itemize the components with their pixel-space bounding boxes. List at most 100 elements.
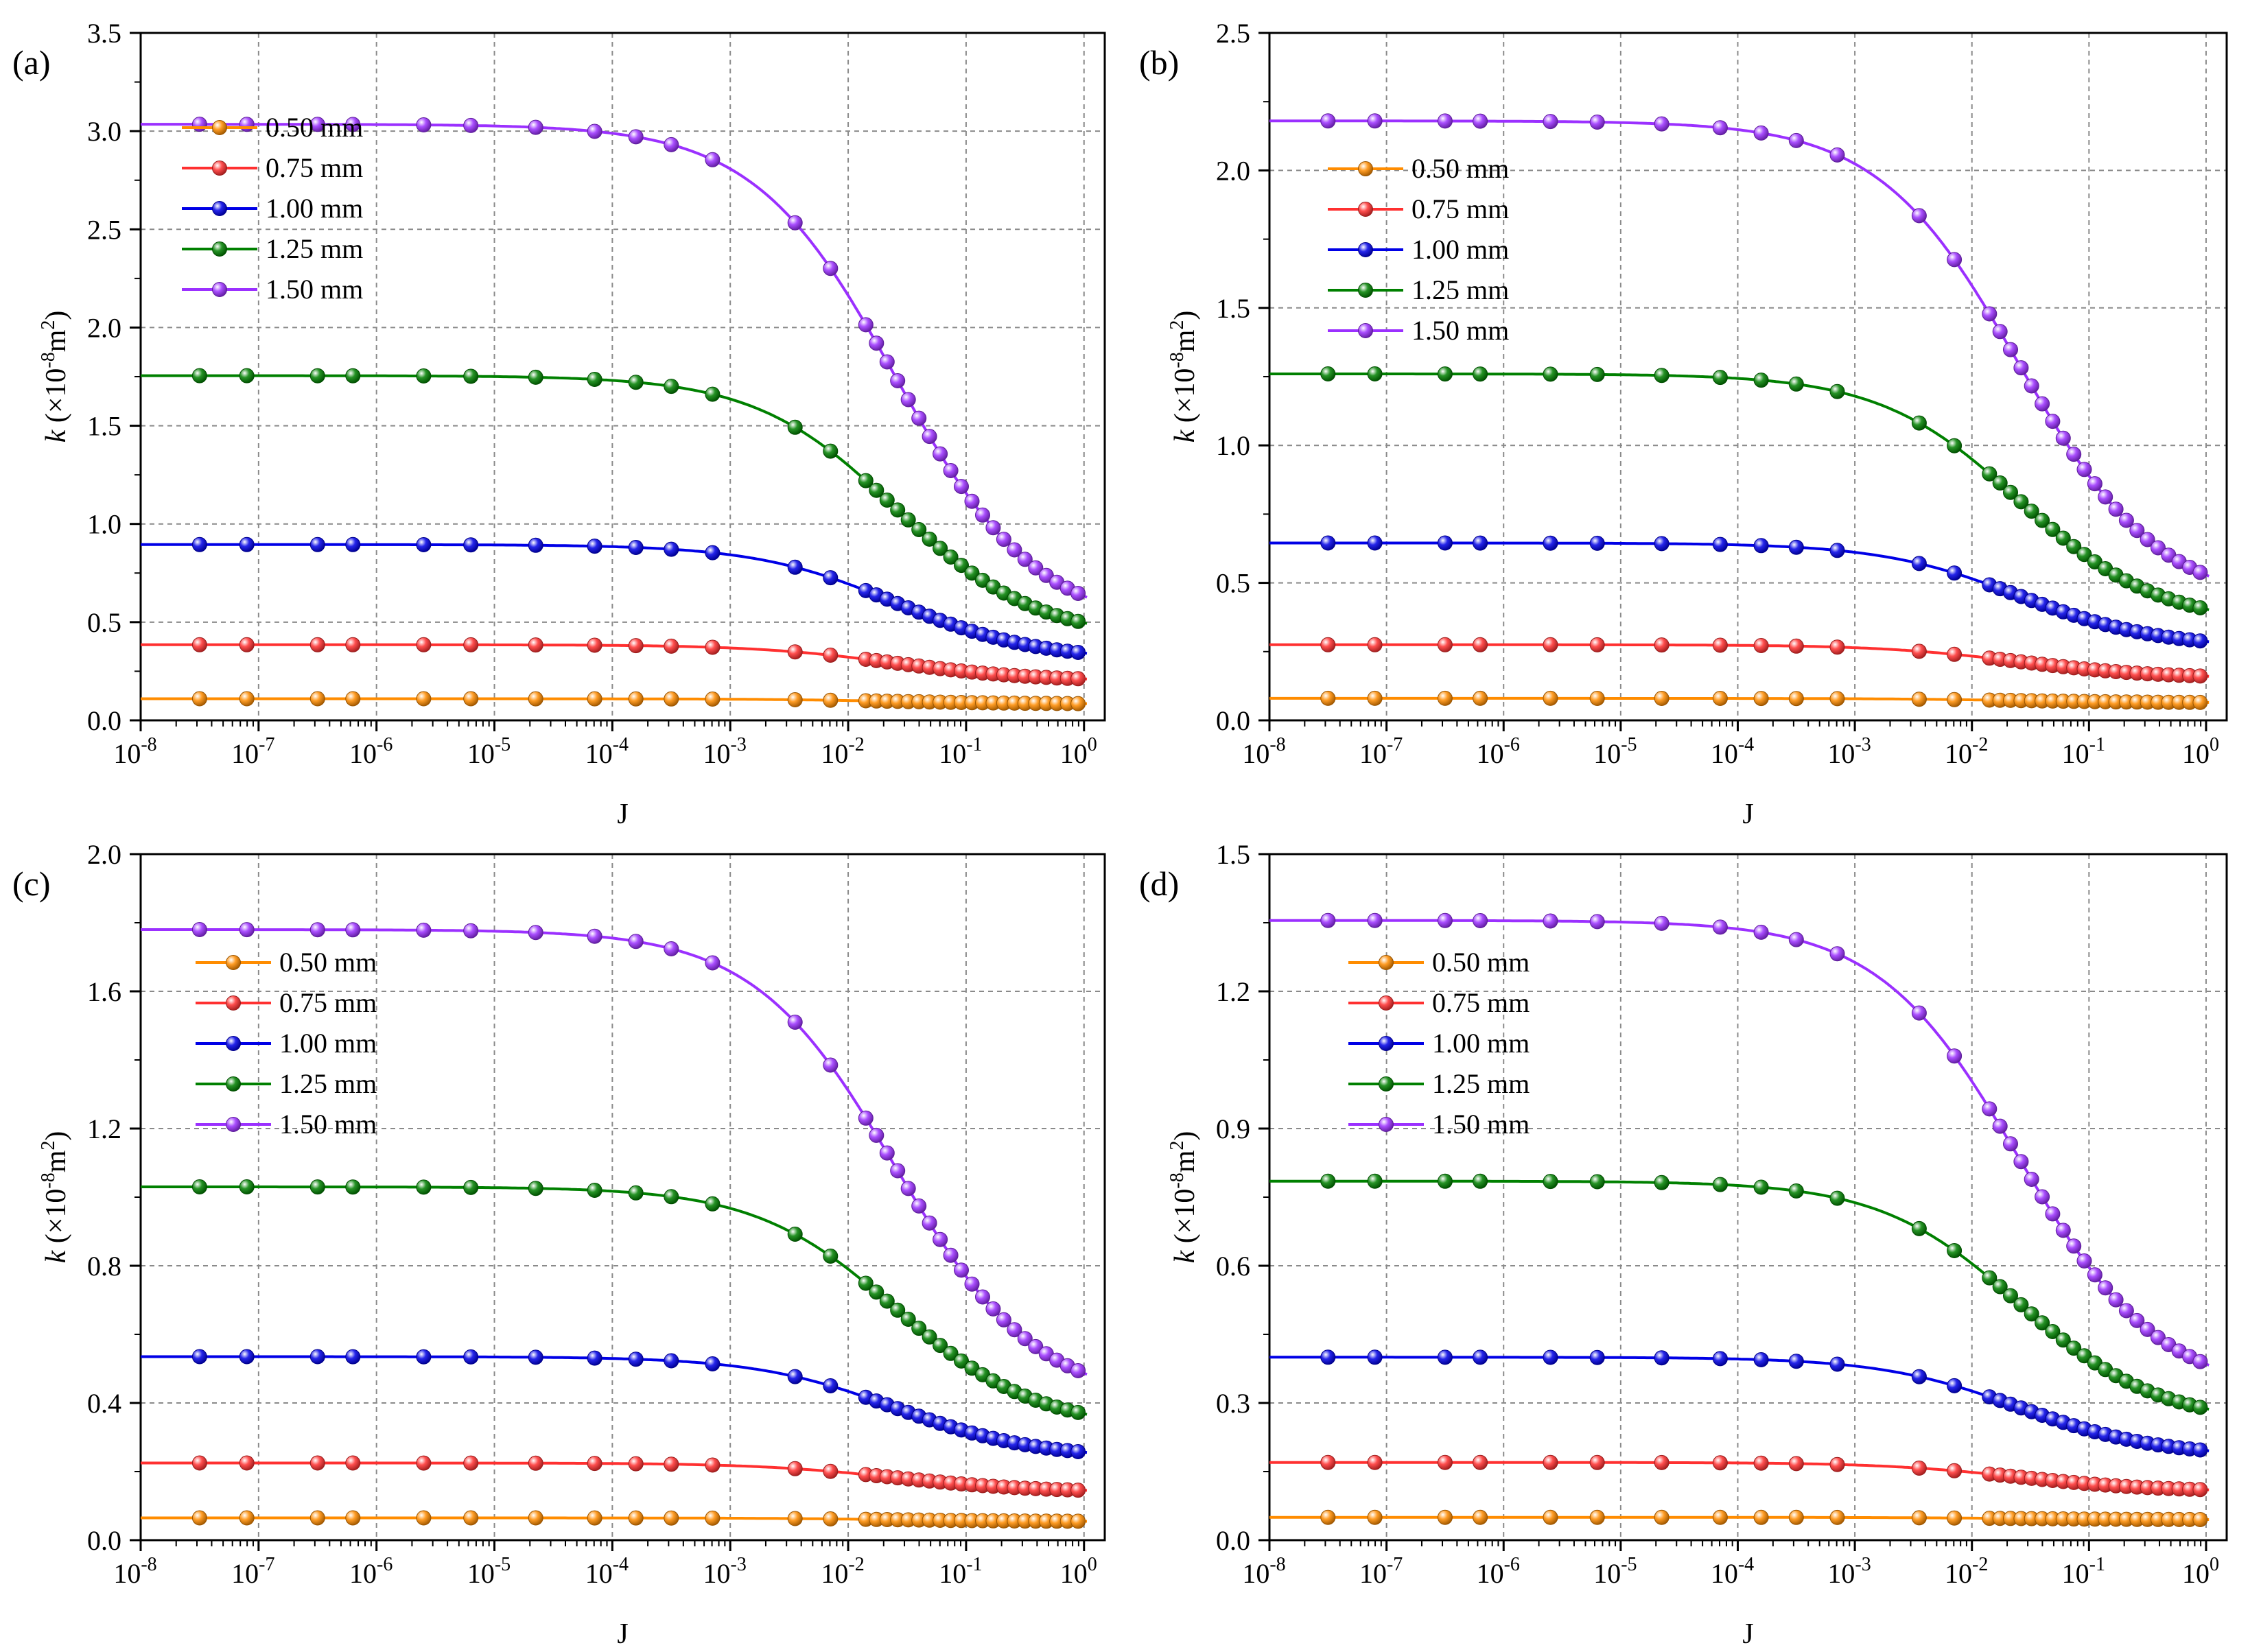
data-point	[2140, 532, 2155, 547]
legend-marker	[226, 955, 241, 970]
data-point	[191, 1179, 207, 1194]
x-tick-label: 10-4	[585, 734, 629, 769]
data-point	[1911, 644, 1927, 659]
data-point	[2055, 530, 2071, 546]
y-tick-label: 1.5	[1216, 293, 1250, 324]
data-point	[975, 507, 990, 523]
data-point	[1028, 1338, 1044, 1354]
data-point	[1712, 1509, 1728, 1525]
data-point	[2045, 1206, 2061, 1222]
data-point	[1589, 535, 1605, 551]
data-point	[1543, 535, 1558, 551]
data-point	[933, 541, 948, 556]
data-point	[823, 570, 839, 586]
data-point	[787, 1461, 803, 1476]
x-tick-label: 10-3	[703, 734, 747, 769]
data-point	[879, 354, 895, 370]
data-point	[2098, 489, 2113, 505]
data-point	[1473, 913, 1488, 928]
legend-marker	[1358, 161, 1373, 176]
data-point	[1007, 1322, 1022, 1338]
data-point	[1543, 1454, 1558, 1470]
data-point	[1038, 567, 1054, 583]
data-point	[1753, 1455, 1769, 1471]
data-point	[2087, 554, 2102, 569]
y-tick-label: 0.3	[1216, 1388, 1250, 1419]
data-point	[628, 934, 644, 949]
chart-panel-c: 10-8 10-7 10-6 10-5 10-4 10-3 10-2 10-1 100J0.00…	[12, 839, 1106, 1650]
legend-label: 1.25 mm	[1411, 274, 1509, 305]
data-point	[345, 1455, 361, 1471]
data-point	[345, 117, 361, 132]
data-point	[705, 1457, 721, 1473]
data-point	[1028, 560, 1044, 576]
data-point	[1788, 691, 1804, 707]
series-line	[1269, 919, 2210, 1367]
y-tick-label: 2.5	[1216, 18, 1250, 49]
data-point	[2151, 540, 2166, 556]
legend-marker	[212, 201, 227, 216]
y-tick-label: 1.6	[87, 976, 121, 1007]
x-tick-label: 10-3	[703, 1554, 747, 1589]
data-point	[2013, 1154, 2029, 1170]
data-point	[2003, 342, 2018, 357]
y-tick-label: 0.0	[87, 1525, 121, 1556]
y-tick-label: 0.0	[87, 705, 121, 736]
data-point	[1753, 1352, 1769, 1367]
data-point	[1070, 1513, 1086, 1529]
panel-label: (b)	[1139, 43, 1179, 82]
x-tick-label: 10-2	[1945, 1554, 1988, 1589]
data-point	[1829, 946, 1845, 962]
data-point	[1437, 637, 1453, 652]
data-point	[1543, 1174, 1558, 1190]
data-point	[2024, 1172, 2039, 1187]
data-point	[1654, 691, 1670, 706]
data-point	[587, 372, 602, 387]
data-point	[1947, 1048, 1963, 1064]
data-point	[1982, 1101, 1998, 1117]
data-point	[1070, 1444, 1086, 1459]
data-point	[1367, 535, 1383, 551]
data-point	[1070, 1404, 1086, 1420]
data-point	[1654, 1350, 1670, 1366]
data-point	[416, 922, 432, 938]
data-point	[2066, 1238, 2082, 1254]
data-point	[528, 1455, 543, 1471]
series-1-50-mm	[1269, 912, 2210, 1369]
data-point	[309, 368, 325, 384]
series-1-00-mm	[1269, 1349, 2210, 1458]
x-axis-ticks: 10-8 10-7 10-6 10-5 10-4 10-3 10-2 10-1 100	[113, 720, 1097, 769]
x-tick-label: 10-5	[1593, 734, 1637, 769]
data-point	[858, 1275, 874, 1291]
data-point	[587, 1350, 602, 1366]
data-point	[705, 545, 721, 560]
legend-marker	[212, 241, 227, 257]
data-point	[1017, 1331, 1033, 1347]
data-point	[1712, 536, 1728, 552]
data-point	[869, 482, 885, 498]
data-point	[985, 520, 1001, 536]
data-point	[2087, 476, 2102, 492]
data-point	[2045, 521, 2061, 537]
data-point	[2192, 668, 2208, 684]
x-tick-label: 10-8	[113, 734, 156, 769]
data-point	[587, 1183, 602, 1198]
data-point	[1367, 1173, 1383, 1189]
data-point	[2055, 430, 2071, 446]
data-point	[922, 1329, 937, 1345]
series-1-25-mm	[141, 1179, 1088, 1420]
data-point	[463, 1349, 479, 1365]
data-point	[823, 1057, 839, 1073]
data-point	[191, 368, 207, 384]
y-tick-label: 3.5	[87, 18, 121, 49]
data-point	[787, 1511, 803, 1526]
x-tick-label: 10-2	[821, 734, 864, 769]
data-point	[309, 691, 325, 707]
data-point	[1753, 1509, 1769, 1525]
data-point	[2003, 1288, 2018, 1303]
data-point	[2087, 1267, 2102, 1283]
data-point	[345, 1179, 361, 1195]
data-point	[1654, 536, 1670, 552]
data-point	[1437, 1349, 1453, 1365]
data-point	[1947, 438, 1963, 453]
